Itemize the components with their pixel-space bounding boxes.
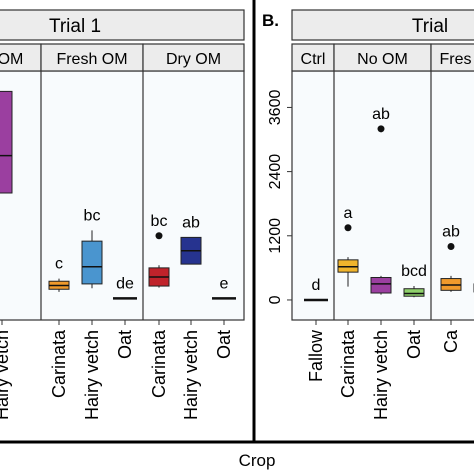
panel-b-box [370,276,392,294]
panel-b-strip-title: Trial [412,16,448,37]
panel-a-x-tick-label: Hairy vetch [82,330,102,420]
panel-a-significance-letter: bc [151,213,168,230]
panel-b-y-tick-label: 3600 [267,90,284,126]
panel-a-x-tick-label: Carinata [149,329,169,398]
panel-b-label: B. [262,11,279,30]
panel-b-x-tick-label: Ca [441,329,461,353]
panel-a-facet-label: OM [0,51,23,68]
panel-a-facet-header [0,43,42,72]
panel-a-significance-letter: bc [84,207,101,224]
panel-b-significance-letter: d [312,277,321,294]
panel-a-significance-letter: c [55,256,63,273]
panel-a-facet-header [142,43,245,72]
panel-b-outlier-point [344,224,352,232]
panel-b-significance-letter: a [344,205,353,222]
panel-b-strip-box [291,9,474,41]
panel-a-outlier-point [155,232,163,240]
panel-b-facet-header [430,43,474,72]
panel-a-x-tick-label: Hairy vetch [181,330,201,420]
panel-a-significance-letter: ab [182,214,200,231]
panel-b-x-tick-label: Oat [404,330,424,359]
panel-a-box [0,90,13,194]
panel-b-facet-header [291,43,335,72]
panel-b-significance-letter: bcd [401,263,427,280]
panel-a-x-tick-label: Oat [115,330,135,359]
panel-b-facet-label: Ctrl [301,51,326,68]
panel-b-y-tick-label: 0 [267,295,284,304]
panel-a-box [81,240,103,285]
panel-b-facet-label: No OM [357,51,408,68]
panel-a-facet-header [40,43,144,72]
panel-a-x-tick-label: Carinata [49,329,69,398]
panel-b-significance-letter: ab [372,106,390,123]
x-axis-title: Crop [239,451,276,470]
panel-a-x-tick-label: Hairy vetch [0,330,12,420]
panel-b-x-tick-label: Carinata [338,329,358,398]
panel-a-facet-label: Dry OM [166,51,221,68]
panel-b-box [337,259,359,273]
panel-a-strip-title: Trial 1 [49,16,101,37]
panel-b-significance-letter: ab [442,223,460,240]
panel-b-y-tick-label: 1200 [267,218,284,254]
panel-a-strip-box [0,9,245,41]
panel-a-x-tick-label: Oat [214,330,234,359]
panel-b-facet-label: Fres [440,51,472,68]
panel-b-x-tick-label: Hairy vetch [371,330,391,420]
panel-a-significance-letter: e [220,275,229,292]
panel-b-outlier-point [447,242,455,250]
panel-b-outlier-point [377,125,385,133]
panel-a-facet-label: Fresh OM [56,51,127,68]
panel-b-x-tick-label: Fallow [306,329,326,382]
panel-b-y-tick-label: 2400 [267,154,284,190]
panel-a-significance-letter: de [116,275,134,292]
panel-b-box [403,288,425,297]
